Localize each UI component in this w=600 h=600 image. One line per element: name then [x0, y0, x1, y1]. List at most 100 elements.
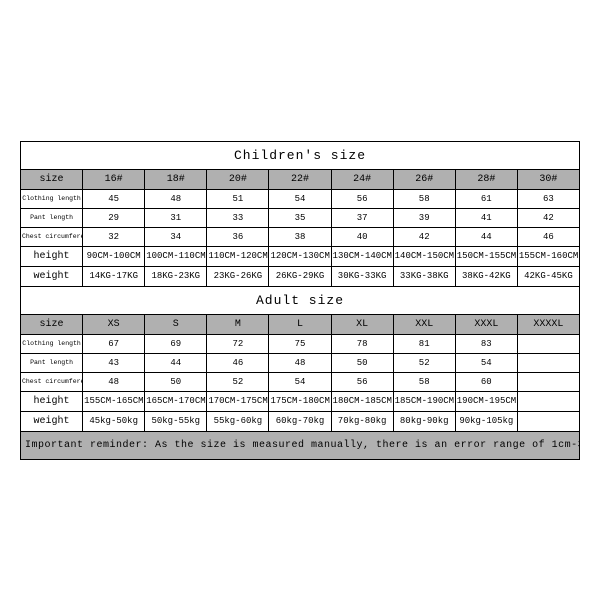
cell: 56 — [331, 372, 393, 391]
cell: 69 — [145, 334, 207, 353]
cell: 33 — [207, 208, 269, 227]
table-row: Chest circumference 1/2 48 50 52 54 56 5… — [21, 372, 580, 391]
adult-title: Adult size — [21, 286, 580, 314]
cell: 55kg-60kg — [207, 411, 269, 431]
cell: 180CM-185CM — [331, 391, 393, 411]
footer-text: Important reminder: As the size is measu… — [21, 431, 580, 459]
cell: 26KG-29KG — [269, 266, 331, 286]
cell: 58 — [393, 189, 455, 208]
cell: 28# — [455, 169, 517, 189]
cell: 39 — [393, 208, 455, 227]
cell: 63 — [517, 189, 579, 208]
label-pant-length: Pant length — [21, 353, 83, 372]
cell: 36 — [207, 227, 269, 246]
cell: 18# — [145, 169, 207, 189]
cell: 40 — [331, 227, 393, 246]
cell: 83 — [455, 334, 517, 353]
table-row: weight 14KG-17KG 18KG-23KG 23KG-26KG 26K… — [21, 266, 580, 286]
label-chest: Chest circumference 1/2 — [21, 372, 83, 391]
cell: 48 — [83, 372, 145, 391]
cell: 81 — [393, 334, 455, 353]
cell — [517, 372, 579, 391]
cell: 175CM-180CM — [269, 391, 331, 411]
size-chart: Children's size size 16# 18# 20# 22# 24#… — [20, 141, 580, 460]
cell: 54 — [269, 372, 331, 391]
cell: 50 — [145, 372, 207, 391]
cell: 90kg-105kg — [455, 411, 517, 431]
cell: 54 — [269, 189, 331, 208]
children-table: Children's size size 16# 18# 20# 22# 24#… — [20, 141, 580, 460]
table-row: Clothing length 45 48 51 54 56 58 61 63 — [21, 189, 580, 208]
label-pant-length: Pant length — [21, 208, 83, 227]
cell: 120CM-130CM — [269, 246, 331, 266]
cell: 50 — [331, 353, 393, 372]
cell: 54 — [455, 353, 517, 372]
cell: 31 — [145, 208, 207, 227]
cell: 58 — [393, 372, 455, 391]
cell: 56 — [331, 189, 393, 208]
label-weight: weight — [21, 411, 83, 431]
cell: 75 — [269, 334, 331, 353]
cell: 80kg-90kg — [393, 411, 455, 431]
cell — [517, 391, 579, 411]
cell: 18KG-23KG — [145, 266, 207, 286]
label-clothing-length: Clothing length — [21, 334, 83, 353]
table-row: weight 45kg-50kg 50kg-55kg 55kg-60kg 60k… — [21, 411, 580, 431]
cell: 170CM-175CM — [207, 391, 269, 411]
cell: 150CM-155CM — [455, 246, 517, 266]
adult-title-row: Adult size — [21, 286, 580, 314]
cell: 30KG-33KG — [331, 266, 393, 286]
label-chest: Chest circumference 1/2 — [21, 227, 83, 246]
cell: 110CM-120CM — [207, 246, 269, 266]
children-title-row: Children's size — [21, 141, 580, 169]
table-row: height 155CM-165CM 165CM-170CM 170CM-175… — [21, 391, 580, 411]
cell: M — [207, 314, 269, 334]
cell: 26# — [393, 169, 455, 189]
cell: 38 — [269, 227, 331, 246]
cell — [517, 353, 579, 372]
adult-size-row: size XS S M L XL XXL XXXL XXXXL — [21, 314, 580, 334]
label-weight: weight — [21, 266, 83, 286]
cell: XXXXL — [517, 314, 579, 334]
cell: 23KG-26KG — [207, 266, 269, 286]
cell: XS — [83, 314, 145, 334]
cell: 44 — [455, 227, 517, 246]
cell: 60 — [455, 372, 517, 391]
cell: 52 — [207, 372, 269, 391]
footer-row: Important reminder: As the size is measu… — [21, 431, 580, 459]
cell: 48 — [269, 353, 331, 372]
label-size: size — [21, 169, 83, 189]
cell: 140CM-150CM — [393, 246, 455, 266]
cell: 35 — [269, 208, 331, 227]
cell — [517, 334, 579, 353]
cell: 155CM-160CM — [517, 246, 579, 266]
cell: 100CM-110CM — [145, 246, 207, 266]
cell: 22# — [269, 169, 331, 189]
cell: 14KG-17KG — [83, 266, 145, 286]
cell: 34 — [145, 227, 207, 246]
cell: 30# — [517, 169, 579, 189]
cell: 52 — [393, 353, 455, 372]
cell: 70kg-80kg — [331, 411, 393, 431]
cell: XL — [331, 314, 393, 334]
cell: 29 — [83, 208, 145, 227]
children-size-row: size 16# 18# 20# 22# 24# 26# 28# 30# — [21, 169, 580, 189]
cell: S — [145, 314, 207, 334]
cell: 60kg-70kg — [269, 411, 331, 431]
cell: 45 — [83, 189, 145, 208]
cell: 41 — [455, 208, 517, 227]
cell: 190CM-195CM — [455, 391, 517, 411]
label-height: height — [21, 246, 83, 266]
cell: 67 — [83, 334, 145, 353]
cell: 48 — [145, 189, 207, 208]
cell: 155CM-165CM — [83, 391, 145, 411]
cell: 90CM-100CM — [83, 246, 145, 266]
cell: 42 — [393, 227, 455, 246]
cell: 185CM-190CM — [393, 391, 455, 411]
table-row: Pant length 29 31 33 35 37 39 41 42 — [21, 208, 580, 227]
cell: 130CM-140CM — [331, 246, 393, 266]
cell: 24# — [331, 169, 393, 189]
cell: 78 — [331, 334, 393, 353]
children-title: Children's size — [21, 141, 580, 169]
cell: XXXL — [455, 314, 517, 334]
